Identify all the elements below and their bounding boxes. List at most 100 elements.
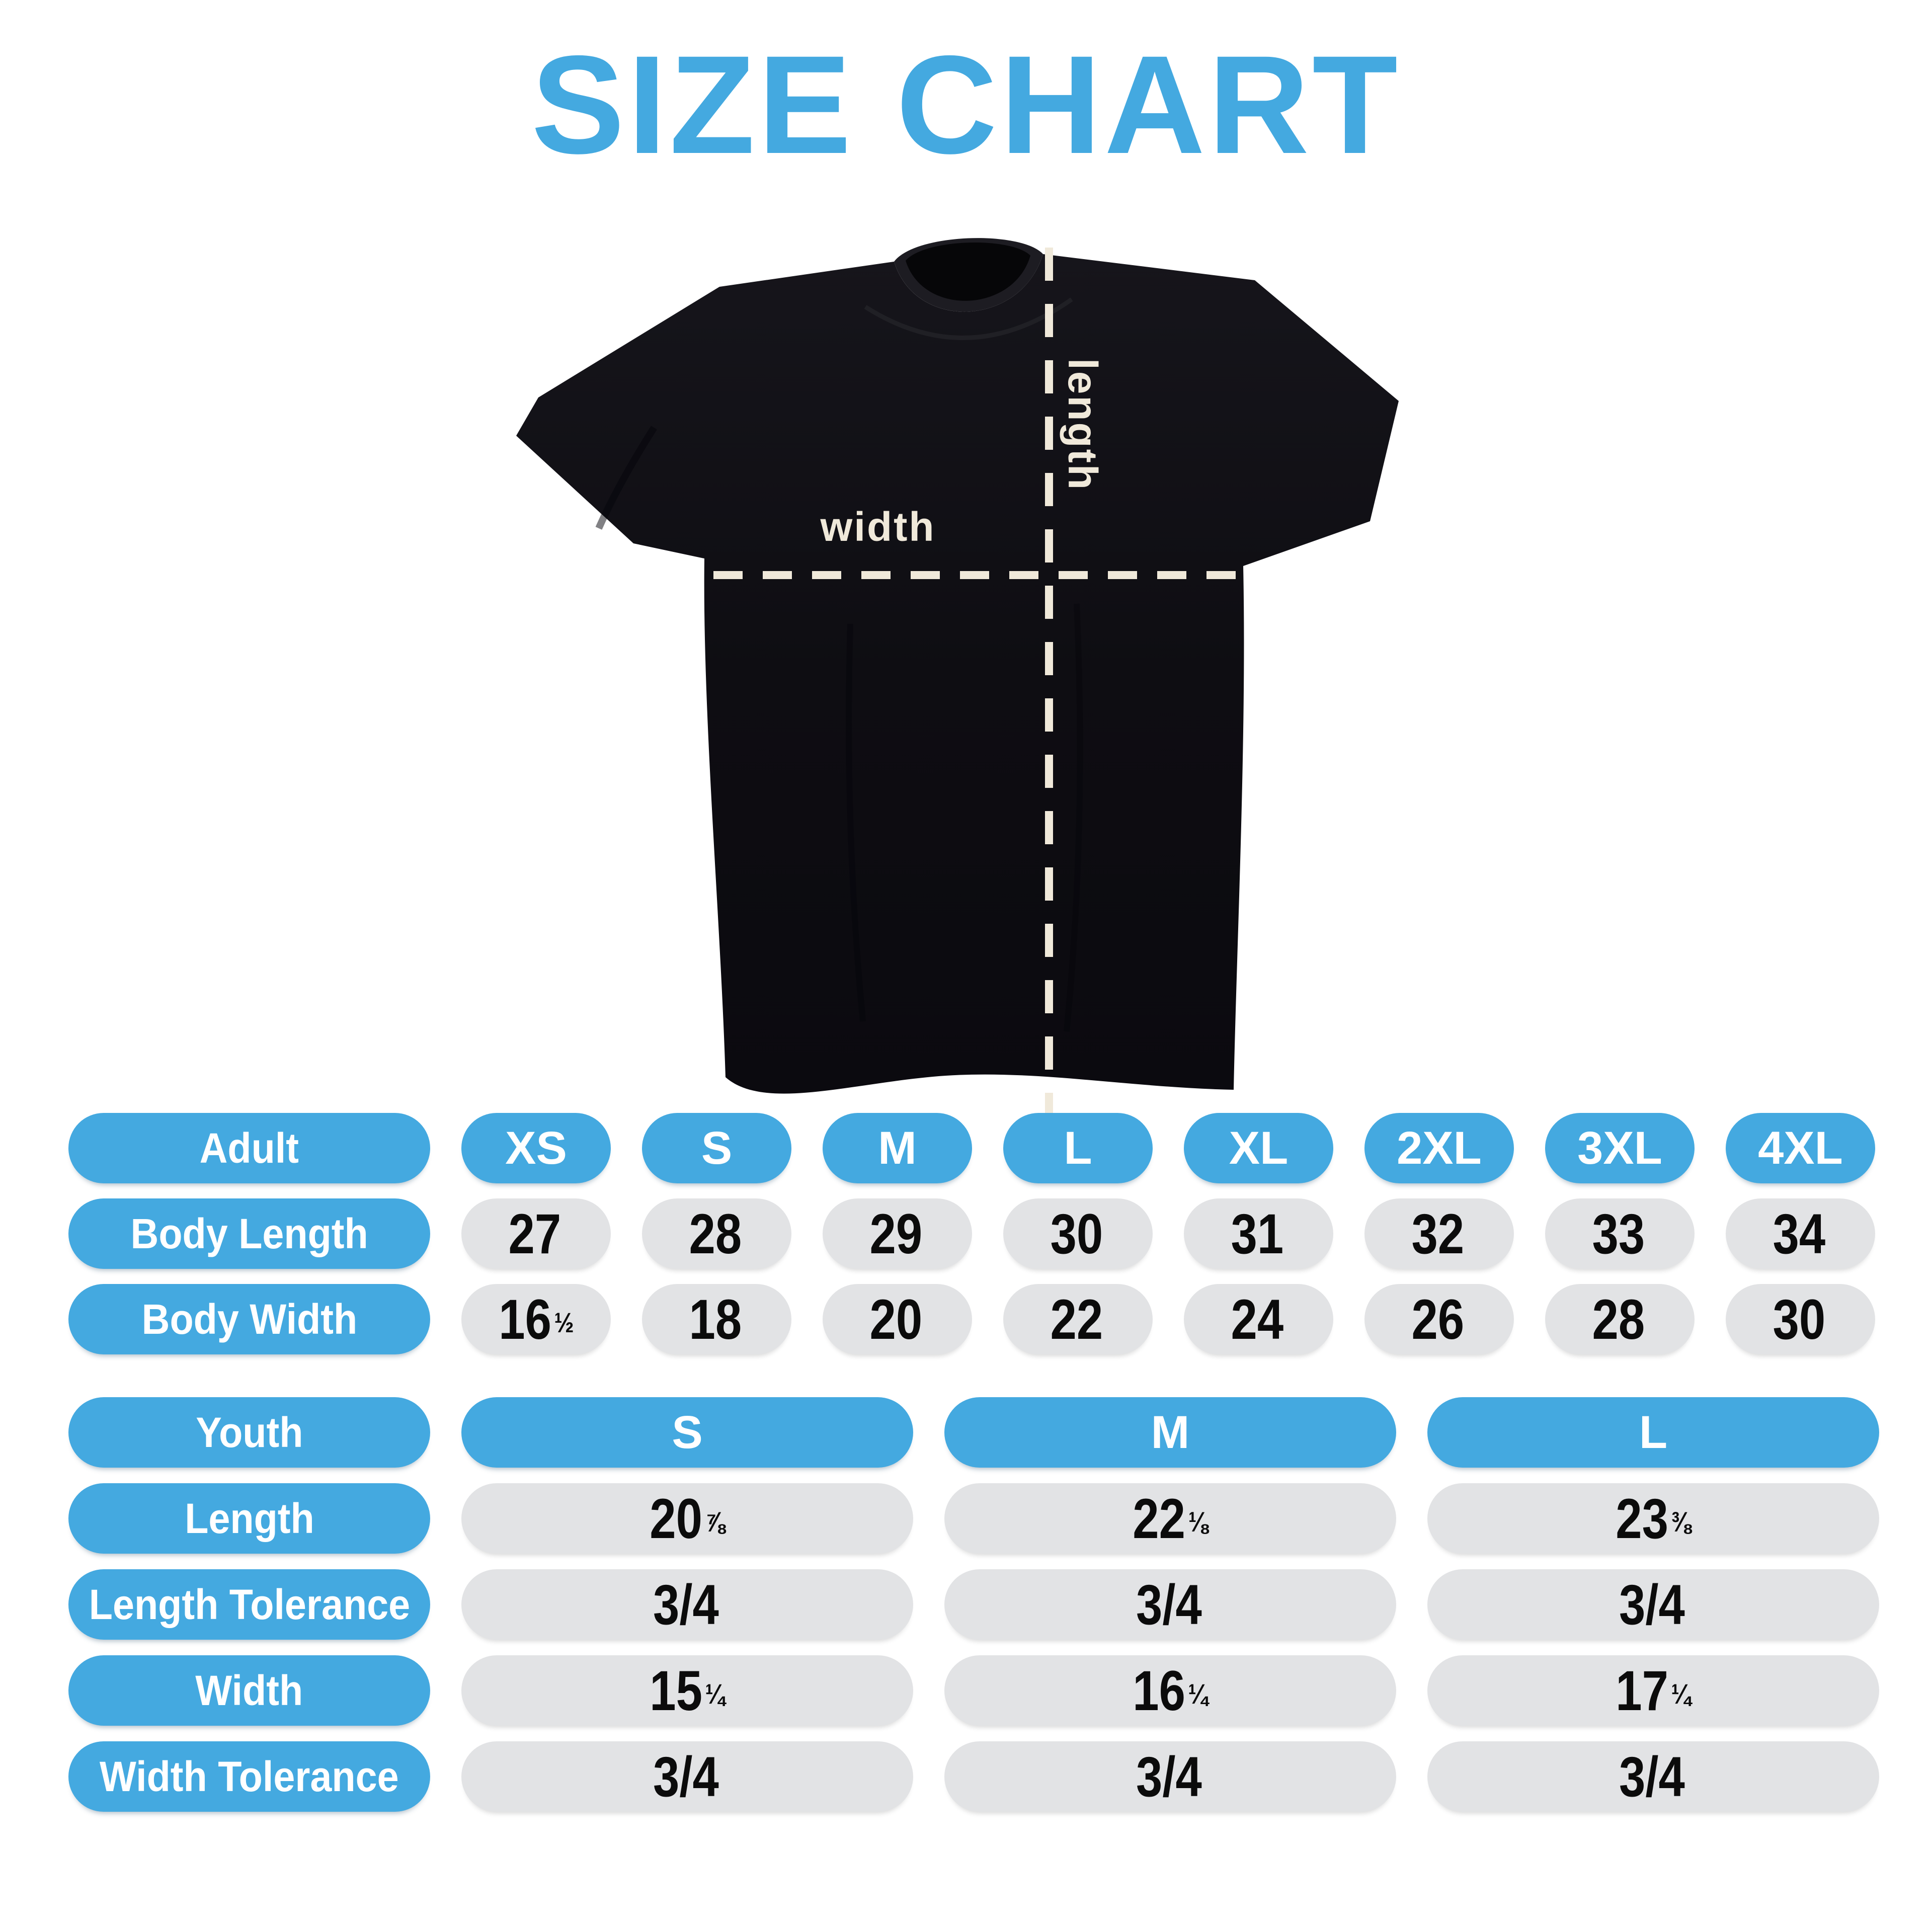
cell-value: 34: [1773, 1202, 1825, 1265]
body-length-cell-m: 29: [823, 1198, 972, 1269]
cell-fraction: ⅞: [705, 1506, 725, 1538]
column-label: XS: [505, 1122, 567, 1174]
collar-opening: [906, 243, 1030, 301]
adult-table-header: Adult: [68, 1113, 430, 1183]
cell-value: 16: [498, 1287, 551, 1351]
column-label: L: [1639, 1406, 1668, 1458]
width-measure-label: width: [820, 504, 935, 550]
length-tolerance-cell-s: 3/4: [461, 1569, 913, 1640]
body-width-cell-s: 18: [642, 1284, 791, 1354]
cell-value: 31: [1231, 1202, 1283, 1265]
cell-value: 20: [869, 1287, 922, 1351]
body-width-cell-xs: 16 ½: [461, 1284, 611, 1354]
body-length-cell-4xl: 34: [1726, 1198, 1875, 1269]
youth-width-cell-s: 15 ¼: [461, 1655, 913, 1726]
width-tolerance-cell-m: 3/4: [944, 1741, 1396, 1812]
adult-column-l: L: [1003, 1113, 1153, 1183]
page-title: SIZE CHART: [531, 26, 1401, 183]
adult-column-m: M: [823, 1113, 972, 1183]
adult-column-2xl: 2XL: [1364, 1113, 1514, 1183]
cell-value: 30: [1050, 1202, 1103, 1265]
row-label-width: Width: [68, 1655, 430, 1726]
adult-column-xs: XS: [461, 1113, 611, 1183]
adult-size-table: Adult XS S M L XL 2XL 3XL 4XL Body Lengt…: [68, 1113, 1875, 1354]
cell-fraction: ¼: [1188, 1678, 1208, 1710]
cell-value: 3/4: [1136, 1573, 1202, 1636]
cell-value: 15: [650, 1659, 702, 1722]
cell-value: 28: [1592, 1287, 1645, 1351]
body-width-cell-4xl: 30: [1726, 1284, 1875, 1354]
width-tolerance-cell-s: 3/4: [461, 1741, 913, 1812]
body-length-cell-xs: 27: [461, 1198, 611, 1269]
body-length-cell-xl: 31: [1184, 1198, 1333, 1269]
tshirt-measurement-diagram: width length: [503, 211, 1409, 1127]
cell-fraction: ⅜: [1671, 1506, 1691, 1538]
body-width-cell-l: 22: [1003, 1284, 1153, 1354]
column-label: 3XL: [1577, 1122, 1662, 1174]
cell-value: 27: [508, 1202, 561, 1265]
row-label-length: Length: [68, 1483, 430, 1554]
cell-value: 3/4: [1136, 1745, 1202, 1808]
length-tolerance-cell-l: 3/4: [1427, 1569, 1879, 1640]
column-label: 2XL: [1397, 1122, 1482, 1174]
column-label: S: [701, 1122, 733, 1174]
body-width-cell-2xl: 26: [1364, 1284, 1514, 1354]
cell-fraction: ½: [554, 1307, 574, 1339]
cell-fraction: ¼: [705, 1678, 725, 1710]
column-label: L: [1064, 1122, 1092, 1174]
youth-header-label: Youth: [195, 1408, 303, 1456]
adult-header-label: Adult: [199, 1124, 299, 1172]
wrinkle-highlight: [864, 297, 1073, 340]
cell-value: 23: [1616, 1487, 1668, 1550]
body-length-cell-l: 30: [1003, 1198, 1153, 1269]
cell-value: 20: [650, 1487, 702, 1550]
cell-value: 30: [1773, 1287, 1825, 1351]
tshirt-illustration: width length: [516, 238, 1399, 1118]
body-length-cell-s: 28: [642, 1198, 791, 1269]
cell-value: 18: [689, 1287, 742, 1351]
tshirt-body-shape: [516, 254, 1399, 1094]
adult-column-4xl: 4XL: [1726, 1113, 1875, 1183]
wrinkle-shading: [595, 426, 657, 530]
cell-value: 3/4: [653, 1573, 719, 1636]
column-label: 4XL: [1758, 1122, 1843, 1174]
cell-value: 32: [1411, 1202, 1464, 1265]
youth-column-s: S: [461, 1397, 913, 1468]
cell-value: 33: [1592, 1202, 1645, 1265]
cell-value: 28: [689, 1202, 742, 1265]
body-length-cell-3xl: 33: [1545, 1198, 1695, 1269]
cell-value: 29: [869, 1202, 922, 1265]
cell-value: 26: [1411, 1287, 1464, 1351]
width-tolerance-cell-l: 3/4: [1427, 1741, 1879, 1812]
cell-value: 22: [1050, 1287, 1103, 1351]
column-label: XL: [1229, 1122, 1289, 1174]
cell-value: 24: [1231, 1287, 1283, 1351]
youth-width-cell-m: 16 ¼: [944, 1655, 1396, 1726]
youth-width-cell-l: 17 ¼: [1427, 1655, 1879, 1726]
adult-column-s: S: [642, 1113, 791, 1183]
youth-length-cell-l: 23 ⅜: [1427, 1483, 1879, 1554]
youth-column-l: L: [1427, 1397, 1879, 1468]
body-width-cell-3xl: 28: [1545, 1284, 1695, 1354]
cell-value: 3/4: [1619, 1745, 1685, 1808]
cell-fraction: ⅛: [1188, 1506, 1208, 1538]
youth-size-table: Youth S M L Length 20 ⅞ 22 ⅛ 23 ⅜ Length To…: [68, 1397, 1879, 1812]
row-label-body-width: Body Width: [68, 1284, 430, 1354]
cell-value: 3/4: [653, 1745, 719, 1808]
column-label: M: [1151, 1406, 1190, 1458]
row-label-length-tolerance: Length Tolerance: [68, 1569, 430, 1640]
body-width-cell-m: 20: [823, 1284, 972, 1354]
column-label: S: [672, 1406, 703, 1458]
column-label: M: [878, 1122, 917, 1174]
cell-fraction: ¼: [1671, 1678, 1691, 1710]
cell-value: 17: [1616, 1659, 1668, 1722]
body-length-cell-2xl: 32: [1364, 1198, 1514, 1269]
cell-value: 16: [1133, 1659, 1185, 1722]
cell-value: 22: [1133, 1487, 1185, 1550]
wrinkle-shading: [1064, 603, 1083, 1032]
row-label-width-tolerance: Width Tolerance: [68, 1741, 430, 1812]
youth-table-header: Youth: [68, 1397, 430, 1468]
body-width-cell-xl: 24: [1184, 1284, 1333, 1354]
adult-column-xl: XL: [1184, 1113, 1333, 1183]
